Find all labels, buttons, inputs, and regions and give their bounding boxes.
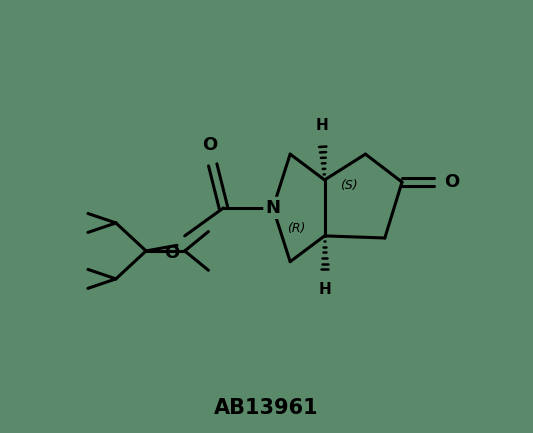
- Text: H: H: [318, 282, 331, 297]
- Text: O: O: [201, 136, 217, 154]
- Text: AB13961: AB13961: [214, 398, 319, 418]
- Text: H: H: [316, 119, 329, 133]
- Text: (S): (S): [340, 178, 357, 191]
- Text: (R): (R): [287, 222, 305, 235]
- Text: O: O: [444, 173, 459, 191]
- Text: N: N: [265, 199, 280, 217]
- Text: O: O: [164, 244, 180, 262]
